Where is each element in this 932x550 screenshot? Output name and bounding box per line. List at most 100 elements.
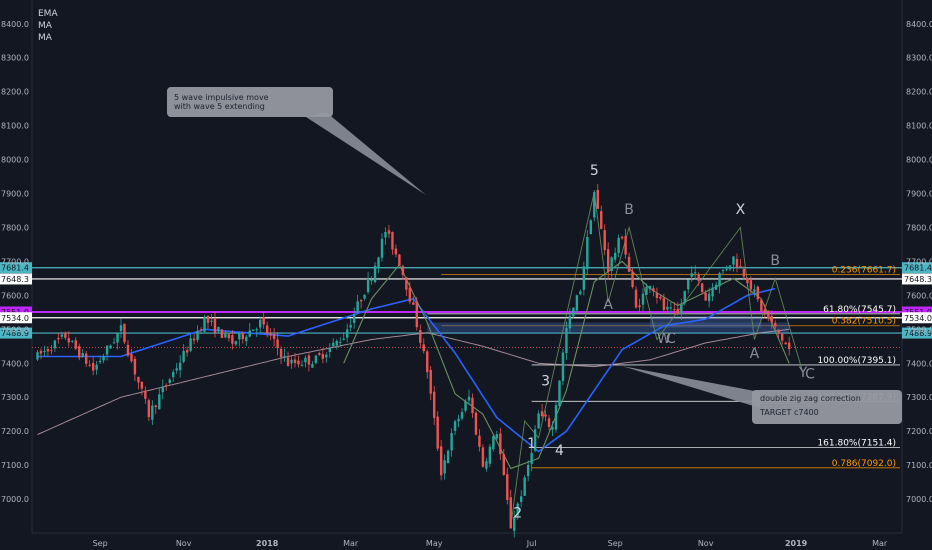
candle-body bbox=[561, 352, 565, 382]
candle-body bbox=[401, 266, 405, 275]
candle-body bbox=[314, 355, 318, 363]
y-tick-left: 7700.0 bbox=[1, 257, 29, 266]
y-tick-right: 8100.0 bbox=[906, 122, 932, 131]
candle-body bbox=[787, 342, 791, 350]
candle-body bbox=[746, 278, 749, 284]
candle-body bbox=[718, 273, 721, 287]
x-tick: Nov bbox=[698, 539, 714, 548]
candle-body bbox=[610, 257, 613, 271]
y-axis-right: 8400.0 8300.0 8200.0 8100.0 8000.0 7900.0 7800… bbox=[906, 20, 932, 504]
candle-body bbox=[506, 474, 509, 501]
candle-body bbox=[398, 254, 401, 266]
candle-body bbox=[648, 285, 652, 290]
x-tick: Nov bbox=[176, 539, 192, 548]
candle-body bbox=[627, 256, 631, 272]
candle-body bbox=[735, 258, 739, 268]
y-axis-left: 8400.0 8300.0 8200.0 8100.0 8000.0 7900.0 7800… bbox=[1, 20, 29, 504]
y-tick-right: 8400.0 bbox=[906, 20, 932, 29]
candle-body bbox=[415, 301, 418, 328]
candle-body bbox=[269, 333, 272, 336]
candle-body bbox=[363, 294, 366, 299]
candle-body bbox=[478, 435, 481, 447]
x-tick: Jul bbox=[526, 539, 537, 548]
candle-body bbox=[439, 446, 443, 476]
candle-body bbox=[394, 248, 398, 255]
y-tick-right: 8300.0 bbox=[906, 54, 932, 63]
y-tick-left: 8300.0 bbox=[1, 54, 29, 63]
candle-body bbox=[422, 344, 425, 352]
candle-body bbox=[74, 340, 77, 349]
price-tag-left-label: 7534.0 bbox=[1, 314, 29, 323]
candle-body bbox=[526, 464, 530, 477]
y-tick-right: 7100.0 bbox=[906, 461, 932, 470]
candle-body bbox=[641, 293, 645, 305]
x-tick: Sep bbox=[93, 539, 108, 548]
candle-body bbox=[784, 342, 787, 345]
candle-body bbox=[112, 342, 116, 344]
y-tick-left: 7300.0 bbox=[1, 393, 29, 402]
wave-label: 2 bbox=[513, 506, 522, 522]
candle-body bbox=[391, 231, 394, 250]
wave-label: 1 bbox=[527, 436, 536, 452]
candle-body bbox=[192, 338, 196, 341]
y-tick-left: 7800.0 bbox=[1, 223, 29, 232]
y-tick-left: 8100.0 bbox=[1, 122, 29, 131]
candle-body bbox=[586, 236, 589, 270]
candle-body bbox=[544, 414, 547, 417]
candle-body bbox=[304, 357, 307, 363]
y-tick-left: 8400.0 bbox=[1, 20, 29, 29]
candle-body bbox=[238, 332, 241, 340]
candle-body bbox=[509, 497, 512, 529]
candle-body bbox=[199, 329, 203, 331]
candle-body bbox=[234, 341, 238, 345]
candle-body bbox=[290, 359, 293, 364]
candle-body bbox=[255, 329, 258, 331]
price-tag-right-label: 7534.0 bbox=[904, 314, 932, 323]
candle-body bbox=[554, 405, 558, 430]
candle-body bbox=[655, 292, 659, 298]
wave-label: Y bbox=[798, 365, 808, 381]
y-tick-right: 7000.0 bbox=[906, 495, 932, 504]
candle-body bbox=[286, 357, 290, 366]
candle-body bbox=[697, 274, 700, 281]
candle-body bbox=[335, 340, 338, 346]
candle-body bbox=[126, 344, 130, 356]
candle-body bbox=[39, 350, 43, 354]
candle-body bbox=[119, 325, 123, 332]
candle-body bbox=[481, 447, 485, 467]
fib-label: 0.786(7092.0) bbox=[832, 459, 896, 469]
candle-body bbox=[67, 338, 70, 343]
candle-body bbox=[659, 296, 662, 299]
candle-body bbox=[241, 332, 244, 340]
candle-body bbox=[217, 326, 220, 332]
candle-body bbox=[85, 353, 88, 364]
price-tag-left bbox=[0, 327, 32, 339]
candle-body bbox=[732, 256, 735, 265]
candle-body bbox=[520, 496, 523, 502]
callout-line: with wave 5 extending bbox=[174, 102, 265, 111]
candle-body bbox=[140, 381, 144, 389]
price-tag-left bbox=[0, 262, 32, 274]
candle-body bbox=[426, 351, 429, 373]
candle-body bbox=[144, 390, 147, 399]
candle-body bbox=[339, 341, 342, 343]
candle-body bbox=[231, 335, 234, 344]
y-tick-right: 7800.0 bbox=[906, 223, 932, 232]
candle-body bbox=[352, 313, 356, 323]
wave-label: 5 bbox=[590, 163, 599, 179]
candle-body bbox=[252, 329, 255, 331]
candle-body bbox=[356, 301, 359, 313]
candle-body bbox=[662, 298, 666, 310]
candle-body bbox=[311, 364, 314, 368]
candle-body bbox=[272, 334, 276, 339]
candle-body bbox=[318, 353, 321, 355]
wave-label: B bbox=[770, 253, 780, 269]
candle-body bbox=[408, 287, 412, 302]
candle-body bbox=[763, 309, 766, 313]
candle-body bbox=[88, 364, 91, 366]
candle-body bbox=[185, 350, 189, 353]
price-tag-right bbox=[902, 262, 932, 274]
y-tick-left: 7400.0 bbox=[1, 359, 29, 368]
candle-body bbox=[419, 330, 422, 343]
